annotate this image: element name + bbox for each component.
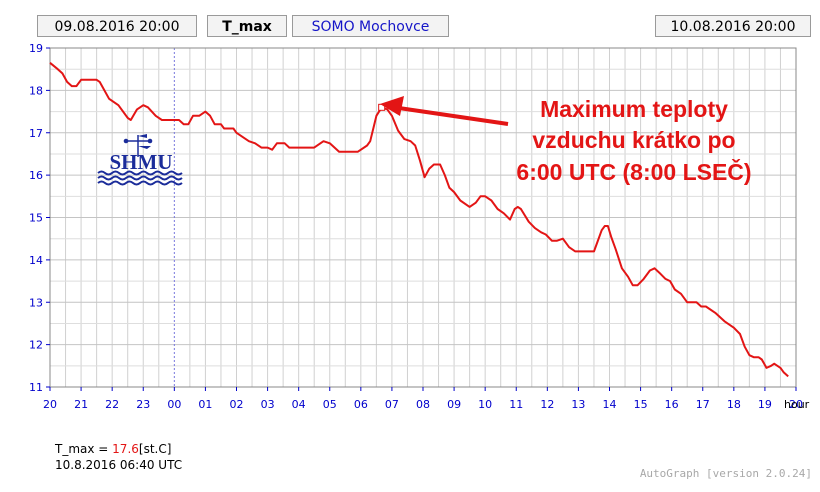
- y-tick-label: 15: [29, 212, 43, 225]
- readout-timestamp: 10.8.2016 06:40 UTC: [55, 458, 183, 472]
- x-tick-label: 14: [603, 398, 617, 411]
- y-tick-label: 11: [29, 381, 43, 394]
- x-axis-label: hour: [784, 398, 810, 411]
- x-tick-label: 21: [74, 398, 88, 411]
- x-tick-label: 07: [385, 398, 399, 411]
- x-tick-label: 20: [789, 398, 803, 411]
- x-tick-label: 00: [167, 398, 181, 411]
- x-tick-label: 13: [571, 398, 585, 411]
- end-time-box: 10.08.2016 20:00: [655, 15, 811, 37]
- x-tick-label: 17: [696, 398, 710, 411]
- annotation-arrow: [391, 105, 509, 126]
- x-tick-label: 22: [105, 398, 119, 411]
- x-tick-label: 11: [509, 398, 523, 411]
- start-time-box: 09.08.2016 20:00: [37, 15, 197, 37]
- y-tick-label: 14: [29, 254, 43, 267]
- annotation-line-2: vzduchu krátko po: [532, 127, 735, 153]
- x-tick-label: 12: [540, 398, 554, 411]
- x-tick-label: 04: [292, 398, 306, 411]
- annotation-line-1: Maximum teploty: [540, 96, 728, 122]
- annotation-arrowhead: [380, 96, 404, 116]
- x-tick-label: 19: [758, 398, 772, 411]
- x-tick-label: 15: [634, 398, 648, 411]
- credit-text: AutoGraph [version 2.0.24]: [639, 467, 812, 480]
- logo-text: SHMU: [110, 150, 173, 174]
- x-tick-label: 18: [727, 398, 741, 411]
- x-tick-label: 20: [43, 398, 57, 411]
- annotation-text: Maximum teploty vzduchu krátko po 6:00 U…: [516, 96, 751, 185]
- x-tick-label: 23: [136, 398, 150, 411]
- x-tick-label: 02: [230, 398, 244, 411]
- readout-value-line: T_max = 17.6[st.C]: [55, 442, 171, 456]
- x-tick-label: 08: [416, 398, 430, 411]
- shmu-logo: SHMU: [97, 134, 183, 186]
- x-tick-label: 06: [354, 398, 368, 411]
- y-tick-label: 17: [29, 127, 43, 140]
- x-tick-label: 10: [478, 398, 492, 411]
- x-tick-label: 09: [447, 398, 461, 411]
- readout-value: 17.6: [112, 442, 139, 456]
- x-tick-label: 03: [261, 398, 275, 411]
- x-tick-label: 01: [198, 398, 212, 411]
- y-tick-label: 13: [29, 296, 43, 309]
- station-box[interactable]: SOMO Mochovce: [292, 15, 449, 37]
- temperature-line: [49, 62, 789, 378]
- y-tick-label: 19: [29, 42, 43, 55]
- y-tick-label: 18: [29, 84, 43, 97]
- y-tick-label: 12: [29, 339, 43, 352]
- y-tick-label: 16: [29, 169, 43, 182]
- annotation-line-3: 6:00 UTC (8:00 LSEČ): [516, 158, 751, 185]
- readout-label: T_max: [55, 442, 95, 456]
- readout-equals: =: [94, 442, 113, 456]
- readout-unit: [st.C]: [138, 442, 172, 456]
- x-tick-label: 16: [665, 398, 679, 411]
- x-tick-label: 05: [323, 398, 337, 411]
- chart-axes: 11 12 13 14 15 16 17 18 19 20 21 22 23 00 01 02 03 04 05 06…: [29, 42, 803, 411]
- variable-box: T_max: [207, 15, 287, 37]
